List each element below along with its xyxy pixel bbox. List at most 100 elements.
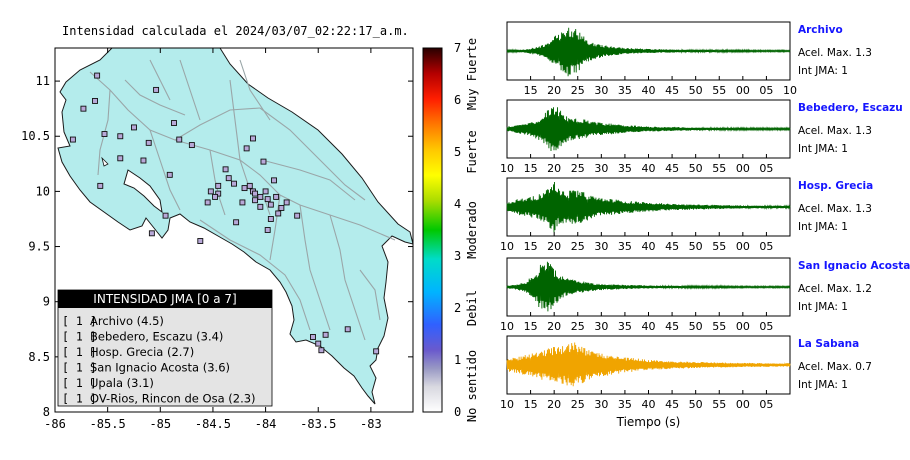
time-tick-label: 35	[618, 162, 632, 175]
time-tick-label: 05	[759, 162, 773, 175]
time-tick-label: 25	[571, 162, 585, 175]
legend-item-label: OV-Rios, Rincon de Osa (2.3)	[90, 392, 256, 406]
station-marker	[294, 212, 301, 219]
station-marker	[241, 185, 248, 192]
legend-item-label: Archivo (4.5)	[90, 314, 164, 328]
time-tick-label: 50	[689, 162, 703, 175]
station-marker	[257, 193, 264, 200]
time-tick-label: 35	[618, 398, 632, 411]
station-marker	[207, 188, 214, 195]
colorbar-category-label: Fuerte	[465, 130, 479, 173]
jma-intensity: Int JMA: 1	[798, 379, 848, 391]
time-tick-label: 20	[547, 320, 561, 333]
map-title: Intensidad calculada el 2024/03/07_02:22…	[62, 24, 409, 38]
legend-item-label: San Ignacio Acosta (3.6)	[90, 361, 230, 375]
map-legend: INTENSIDAD JMA [0 a 7] [ 1 ]Archivo (4.5…	[57, 289, 273, 407]
station-marker	[117, 155, 124, 162]
station-marker	[140, 157, 147, 164]
time-tick-label: 20	[547, 240, 561, 253]
colorbar-categories: No sentido Debil Moderado Fuerte Muy Fuerte	[465, 38, 479, 422]
time-tick-label: 40	[642, 84, 656, 97]
time-tick-label: 45	[665, 398, 679, 411]
station-marker	[260, 158, 267, 165]
station-marker	[246, 182, 253, 189]
station-marker	[231, 180, 237, 187]
station-marker	[145, 139, 152, 146]
intensity-colorbar	[422, 47, 443, 413]
peak-acceleration: Acel. Max. 0.7	[798, 361, 872, 373]
colorbar-tick-label: 1	[454, 353, 461, 367]
legend-item-label: Hosp. Grecia (2.7)	[90, 345, 194, 359]
station-marker	[262, 188, 269, 195]
time-tick-label: 50	[689, 240, 703, 253]
colorbar-tick-label: 3	[454, 249, 461, 263]
time-tick-label: 50	[689, 398, 703, 411]
waveform-panels: 15 20 25 30 35 40 45 50 55 00 05 10 Archivo Acel. Max…	[500, 21, 910, 429]
time-tick-label: 45	[665, 162, 679, 175]
station-marker	[212, 193, 218, 200]
station-marker	[148, 230, 155, 237]
colorbar-tick-label: 6	[454, 93, 461, 107]
station-marker	[233, 219, 240, 226]
time-tick-label: 40	[642, 240, 656, 253]
time-tick-label: 15	[524, 320, 538, 333]
waveform-panel: 10 15 20 25 30 35 40 45 50 55 00 05 Bebedero, Escazu…	[500, 99, 903, 175]
y-tick-label: 8.5	[28, 350, 50, 364]
x-tick-label: -86	[44, 417, 66, 431]
station-marker	[80, 105, 87, 112]
legend-item-code: [ 1 ]	[62, 376, 97, 390]
time-tick-label: 05	[759, 84, 773, 97]
time-tick-label: 30	[594, 240, 608, 253]
station-marker	[271, 177, 277, 184]
time-tick-label: 40	[642, 398, 656, 411]
station-marker	[215, 190, 222, 197]
time-tick-label: 15	[524, 398, 538, 411]
map-axes-frame	[54, 47, 414, 413]
station-marker	[101, 131, 108, 137]
time-tick-label: 30	[594, 320, 608, 333]
time-tick-label: 10	[500, 240, 514, 253]
y-tick-label: 9	[43, 295, 50, 309]
time-axis-label: Tiempo (s)	[616, 415, 681, 429]
legend-header	[58, 290, 272, 308]
station-marker	[92, 97, 98, 104]
colorbar-category-label: Muy Fuerte	[465, 38, 479, 110]
station-marker	[267, 216, 274, 222]
legend-item-label: Upala (3.1)	[90, 376, 154, 390]
time-tick-label: 35	[618, 320, 632, 333]
legend-item-code: [ 1 ]	[62, 314, 97, 328]
time-tick-label: 00	[736, 240, 750, 253]
time-tick-label: 25	[571, 320, 585, 333]
x-tick-label: -85.5	[90, 417, 126, 431]
colorbar-ticks: 7 6 5 4 3 2 1 0	[454, 41, 461, 419]
station-name: Hosp. Grecia	[798, 180, 873, 192]
time-tick-label: 35	[618, 240, 632, 253]
station-marker	[204, 199, 211, 206]
time-tick-label: 30	[594, 162, 608, 175]
legend-title: INTENSIDAD JMA [0 a 7]	[93, 292, 236, 306]
peak-acceleration: Acel. Max. 1.3	[798, 47, 872, 59]
waveform-panel: 15 20 25 30 35 40 45 50 55 00 05 10 Archivo Acel. Max…	[506, 21, 872, 97]
station-marker	[69, 136, 76, 143]
y-tick-label: 9.5	[28, 240, 50, 254]
time-tick-label: 30	[594, 398, 608, 411]
roads-and-rivers	[89, 59, 396, 341]
waveform-panel: 10 15 20 25 30 35 40 45 50 55 00 05 Hosp. Grecia Acel…	[500, 177, 873, 253]
colorbar-category-label: Moderado	[465, 201, 479, 259]
legend-item-label: Bebedero, Escazu (3.4)	[90, 330, 223, 344]
time-tick-label: 10	[783, 84, 797, 97]
station-marker	[97, 182, 104, 189]
station-markers	[69, 72, 380, 355]
station-name: Bebedero, Escazu	[798, 102, 903, 114]
time-tick-label: 55	[712, 320, 726, 333]
station-marker	[250, 135, 256, 142]
time-tick-label: 10	[500, 320, 514, 333]
x-tick-label: -83.5	[300, 417, 336, 431]
station-marker	[176, 136, 183, 143]
time-tick-label: 25	[571, 84, 585, 97]
time-tick-label: 55	[712, 162, 726, 175]
colorbar-category-label: No sentido	[465, 350, 479, 422]
time-tick-label: 40	[642, 320, 656, 333]
jma-intensity: Int JMA: 1	[798, 143, 848, 155]
jma-intensity: Int JMA: 1	[798, 301, 848, 313]
